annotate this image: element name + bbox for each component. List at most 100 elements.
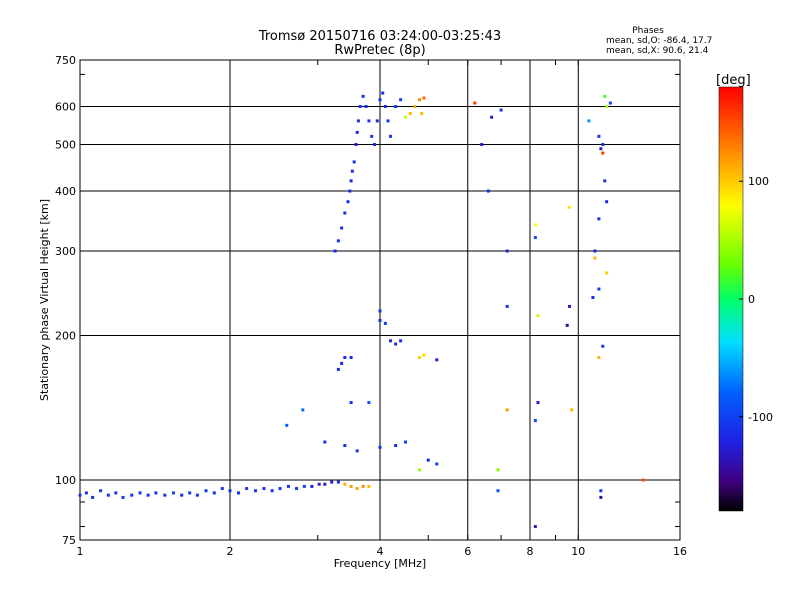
data-point	[146, 493, 150, 497]
data-point	[278, 487, 282, 491]
data-point	[220, 487, 224, 491]
data-point	[330, 480, 334, 484]
data-point	[536, 401, 540, 405]
data-point	[567, 304, 571, 308]
data-point	[505, 249, 509, 253]
data-point	[403, 115, 407, 119]
data-point	[295, 487, 299, 491]
data-point	[270, 489, 274, 493]
data-point	[370, 134, 374, 138]
stats-header: Phases	[632, 26, 664, 36]
data-point	[536, 314, 540, 318]
data-point	[593, 256, 597, 260]
data-point	[394, 444, 398, 448]
data-point	[426, 458, 430, 462]
data-point	[180, 493, 184, 497]
data-point	[591, 296, 595, 300]
data-point	[138, 491, 142, 495]
data-point	[99, 489, 103, 493]
x-tick-labels: 1 2 4 6 8 10 16	[77, 545, 688, 558]
data-point	[403, 440, 407, 444]
data-point	[378, 318, 382, 322]
data-point	[236, 491, 240, 495]
data-point	[505, 408, 509, 412]
y-tick-labels: 75 100 200 300 400 500 600 750	[55, 54, 76, 547]
data-point	[91, 495, 95, 499]
data-point	[389, 339, 393, 343]
data-point	[597, 217, 601, 221]
data-point	[301, 408, 305, 412]
data-point	[386, 119, 390, 123]
y-tick-label: 100	[55, 474, 76, 487]
data-point	[349, 484, 353, 488]
data-point	[408, 112, 412, 116]
data-point	[435, 462, 439, 466]
data-point	[417, 355, 421, 359]
data-point	[597, 355, 601, 359]
y-tick-label: 400	[55, 185, 76, 198]
colorbar-label: [deg]	[716, 73, 751, 88]
data-point	[336, 480, 340, 484]
y-tick-label: 600	[55, 101, 76, 114]
data-point	[245, 487, 249, 491]
data-point	[262, 487, 266, 491]
data-point	[533, 236, 537, 240]
data-point	[486, 189, 490, 193]
data-point	[603, 94, 607, 98]
data-point	[114, 491, 118, 495]
data-point	[473, 101, 477, 105]
x-tick-label: 16	[673, 545, 687, 558]
data-point	[420, 112, 424, 116]
chart-subtitle: RwPretec (8p)	[334, 43, 425, 58]
data-point	[565, 323, 569, 327]
data-point	[171, 491, 175, 495]
data-point	[343, 211, 347, 215]
data-point	[343, 482, 347, 486]
data-point	[323, 482, 327, 486]
data-point	[567, 205, 571, 209]
data-point	[533, 419, 537, 423]
data-point	[399, 339, 403, 343]
data-point	[605, 105, 609, 109]
data-point	[154, 491, 158, 495]
data-point	[417, 98, 421, 102]
data-point	[422, 353, 426, 357]
data-point	[253, 489, 257, 493]
colorbar-tick-label: 100	[748, 175, 769, 188]
data-point	[394, 105, 398, 109]
data-point	[349, 355, 353, 359]
x-tick-label: 1	[77, 545, 84, 558]
points-layer	[78, 91, 645, 529]
y-tick-label: 500	[55, 139, 76, 152]
data-point	[310, 484, 314, 488]
data-point	[480, 143, 484, 147]
data-point	[608, 101, 612, 105]
data-point	[499, 108, 503, 112]
data-point	[587, 119, 591, 123]
data-point	[336, 367, 340, 371]
data-point	[348, 189, 352, 193]
colorbar-tick-label: -100	[748, 411, 773, 424]
data-point	[413, 105, 417, 109]
data-point	[364, 105, 368, 109]
data-point	[593, 249, 597, 253]
data-point	[599, 495, 603, 499]
data-point	[84, 491, 88, 495]
colorbar-ticks: 100 0 -100	[739, 175, 773, 424]
data-point	[599, 147, 603, 151]
x-tick-label: 8	[527, 545, 534, 558]
data-point	[367, 401, 371, 405]
data-point	[496, 489, 500, 493]
data-point	[130, 493, 134, 497]
data-point	[323, 440, 327, 444]
data-point	[361, 484, 365, 488]
data-point	[354, 143, 358, 147]
data-point	[570, 408, 574, 412]
data-point	[373, 143, 377, 147]
y-tick-label: 200	[55, 330, 76, 343]
data-point	[381, 91, 385, 95]
data-point	[285, 423, 289, 427]
data-point	[352, 160, 356, 164]
data-point	[367, 484, 371, 488]
x-axis-label: Frequency [MHz]	[334, 557, 426, 570]
